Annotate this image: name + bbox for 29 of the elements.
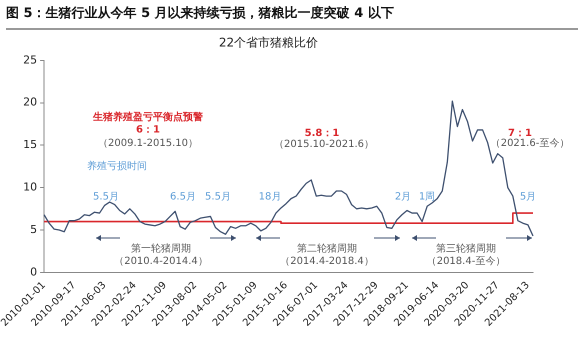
y-tick-label: 0 — [30, 265, 38, 278]
chart-subtitle: 22个省市猪粮比价 — [218, 35, 318, 50]
annotation: （2014.4-2018.4） — [280, 256, 374, 267]
annotation: 养殖亏损时间 — [87, 160, 147, 172]
y-tick-label: 10 — [23, 180, 38, 194]
annotation: （2021.6-至今） — [490, 137, 570, 150]
y-tick-label: 5 — [30, 222, 38, 236]
annotation: 第二轮猪周期 — [297, 242, 357, 254]
annotation: （2015.10-2021.6） — [274, 138, 374, 150]
annotation: 5.5月 — [205, 192, 231, 203]
y-tick-label: 15 — [23, 138, 38, 152]
annotation: 第三轮猪周期 — [436, 242, 496, 254]
annotation: （2018.4-至今） — [426, 254, 506, 267]
annotation: 5.8：1 — [304, 128, 340, 139]
annotation: （2010.4-2014.4） — [114, 256, 208, 267]
annotation: （2009.1-2015.10） — [98, 138, 198, 150]
annotation: 6：1 — [136, 124, 160, 136]
y-tick-label: 25 — [23, 53, 38, 66]
annotation: 5月 — [520, 192, 536, 203]
annotation: 7：1 — [508, 128, 532, 139]
annotation: 5.5月 — [93, 192, 119, 203]
annotation: 2月 — [394, 192, 412, 203]
y-tick-label: 20 — [23, 96, 38, 109]
annotation: 1周 — [418, 192, 436, 203]
annotation: 6.5月 — [170, 192, 196, 203]
chart-title: 图 5：生猪行业从今年 5 月以来持续亏损，猪粮比一度突破 4 以下 — [6, 4, 578, 30]
annotation: 生猪养殖盈亏平衡点预警 — [92, 110, 203, 123]
annotation: 第一轮猪周期 — [131, 242, 191, 254]
annotation: 18月 — [258, 192, 282, 203]
